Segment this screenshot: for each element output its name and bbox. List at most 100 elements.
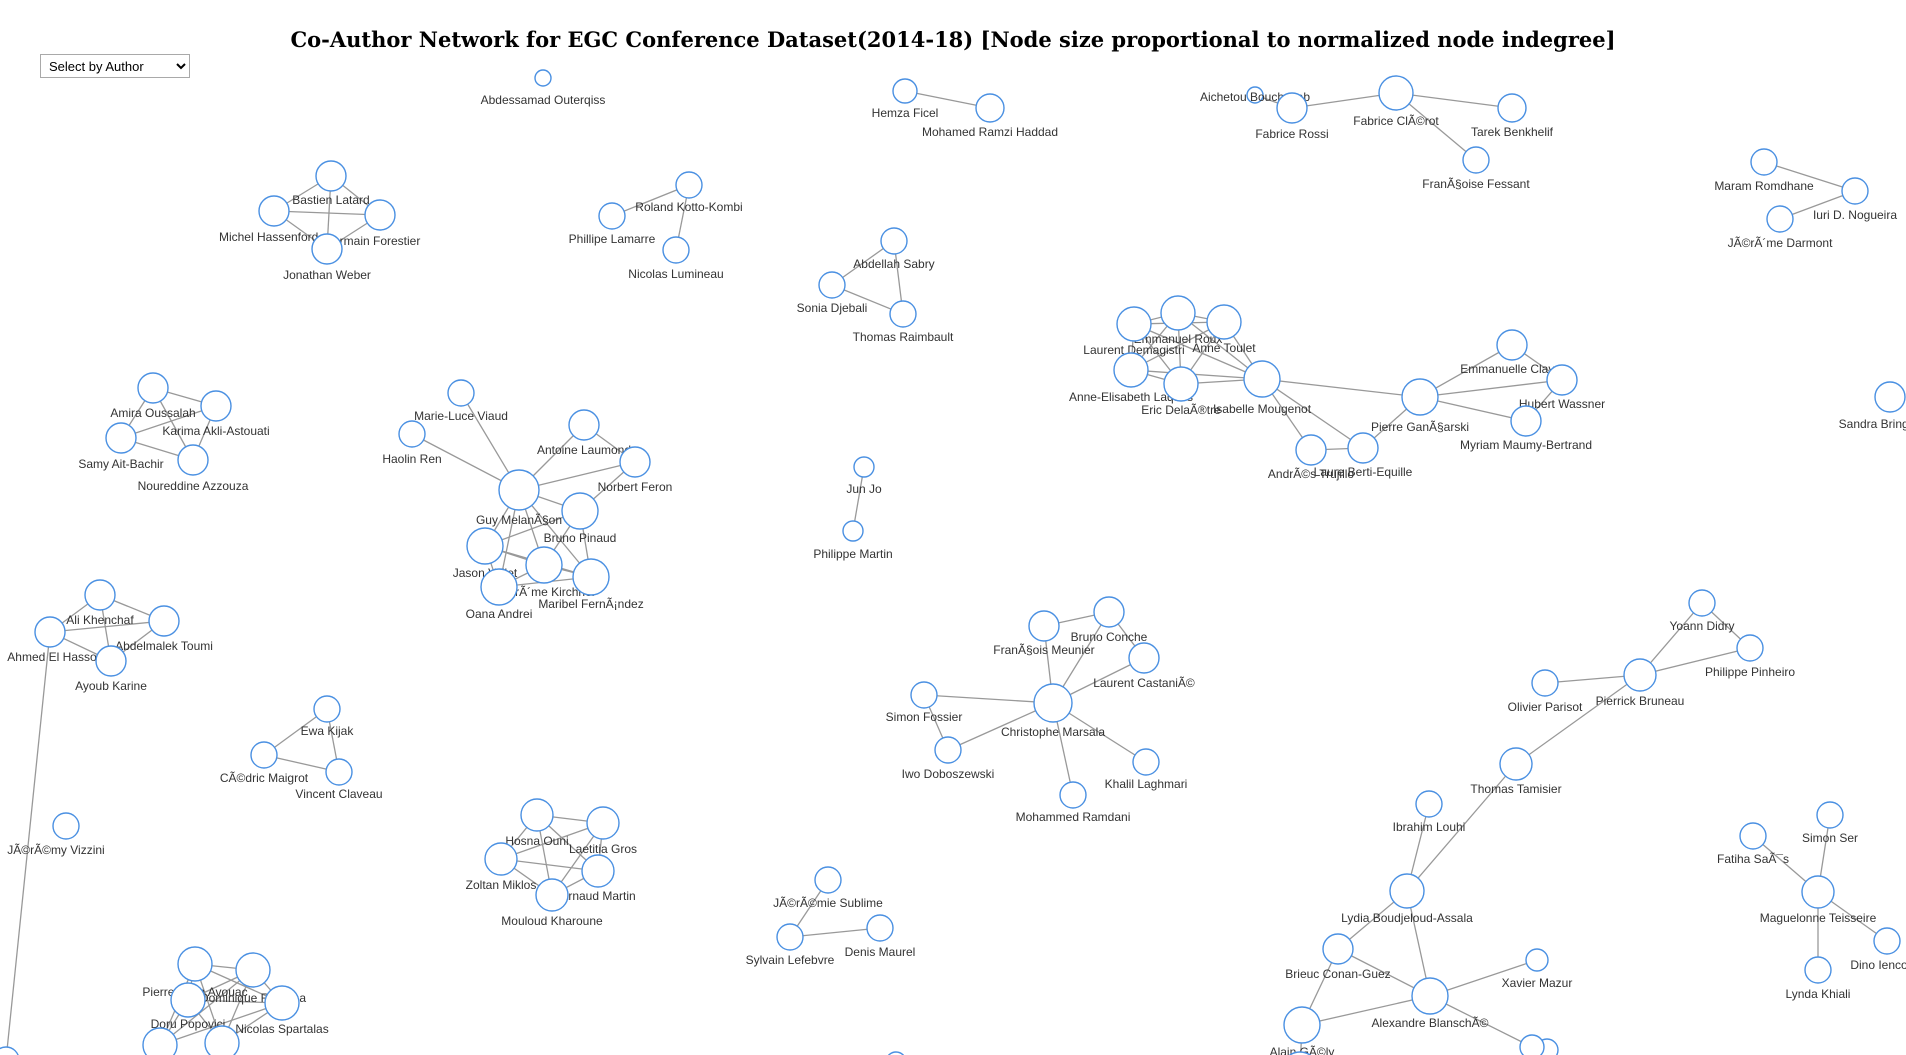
author-node[interactable]: Alain GÃ©ly — [1270, 1006, 1335, 1055]
author-node-circle[interactable] — [886, 1051, 906, 1055]
author-node[interactable]: Thomas Tamisier — [1470, 747, 1562, 796]
author-node-circle[interactable] — [0, 1046, 19, 1055]
author-node-circle[interactable] — [525, 546, 563, 584]
author-node-circle[interactable] — [889, 300, 917, 328]
author-node[interactable]: Thomas Raimbault — [853, 300, 954, 344]
author-node[interactable]: Antoine Laumond — [537, 409, 631, 457]
author-node-circle[interactable] — [581, 854, 615, 888]
author-node[interactable] — [1282, 1051, 1318, 1055]
author-node[interactable]: CÃ©dric Maigrot — [220, 741, 309, 785]
author-node-circle[interactable] — [325, 758, 353, 786]
author-node-circle[interactable] — [1028, 610, 1060, 642]
author-node[interactable]: Dino Ienco — [1850, 927, 1906, 972]
author-node[interactable]: Yoann Didry — [1670, 589, 1735, 633]
author-node-circle[interactable] — [148, 605, 180, 637]
author-node-circle[interactable] — [880, 227, 908, 255]
author-node-circle[interactable] — [1750, 148, 1778, 176]
author-node[interactable]: Ahmed El Hassouni — [7, 616, 113, 664]
author-node[interactable] — [886, 1051, 906, 1055]
author-node-circle[interactable] — [1874, 381, 1906, 413]
author-node[interactable]: FranÃ§ois Meunier — [993, 610, 1095, 657]
author-node-circle[interactable] — [258, 195, 290, 227]
author-node-circle[interactable] — [264, 985, 300, 1021]
author-node-circle[interactable] — [1132, 748, 1160, 776]
author-node[interactable]: Sonia Djebali — [797, 271, 868, 315]
author-node-circle[interactable] — [1163, 366, 1199, 402]
author-node[interactable]: Sandra Bringay — [1839, 381, 1906, 431]
author-node[interactable]: Xavier Mazur — [1502, 948, 1573, 990]
author-node-circle[interactable] — [1246, 86, 1264, 104]
author-node[interactable]: Oana Andrei — [466, 568, 533, 621]
author-node-circle[interactable] — [662, 236, 690, 264]
author-node-circle[interactable] — [842, 520, 864, 542]
author-node-circle[interactable] — [619, 446, 651, 478]
author-node-circle[interactable] — [535, 878, 569, 912]
author-node-circle[interactable] — [561, 492, 599, 530]
author-node[interactable]: Denis Maurel — [845, 914, 916, 959]
author-node-circle[interactable] — [142, 1027, 178, 1055]
author-node-circle[interactable] — [572, 558, 610, 596]
author-node[interactable]: Laure Berti-Equille — [1314, 432, 1413, 479]
author-node-circle[interactable] — [1531, 669, 1559, 697]
author-node[interactable]: Lynda Khiali — [1786, 956, 1851, 1001]
author-node[interactable]: Alexandre BlanschÃ© — [1372, 977, 1489, 1030]
author-node-circle[interactable] — [1873, 927, 1901, 955]
author-node[interactable]: Ali Khenchaf — [66, 579, 134, 627]
author-node[interactable]: Doru Popovici — [151, 982, 226, 1031]
author-node[interactable]: Fabrice Rossi — [1255, 92, 1329, 141]
author-node[interactable]: Mohammed Ramdani — [1016, 781, 1131, 824]
author-node-circle[interactable] — [892, 78, 918, 104]
author-select-dropdown[interactable]: Select by Author — [40, 54, 190, 78]
author-node[interactable]: Emmanuel Roux — [1134, 295, 1223, 346]
author-node[interactable] — [142, 1027, 178, 1055]
author-node-circle[interactable] — [84, 579, 116, 611]
author-node-circle[interactable] — [204, 1025, 240, 1055]
author-node-circle[interactable] — [398, 420, 426, 448]
author-node[interactable]: Jun Jo — [846, 456, 882, 496]
author-node[interactable]: Noureddine Azzouza — [138, 444, 249, 493]
author-node-circle[interactable] — [520, 798, 554, 832]
author-node-circle[interactable] — [1519, 1034, 1545, 1055]
author-node[interactable]: JÃ©rÃ´me Darmont — [1728, 205, 1834, 250]
author-node[interactable]: Germain Forestier — [324, 199, 421, 248]
author-node[interactable]: Roland Kotto-Kombi — [635, 171, 743, 214]
author-node[interactable]: Abdellah Sabry — [853, 227, 935, 271]
author-node[interactable]: Philippe Pinheiro — [1705, 634, 1795, 679]
author-node[interactable]: Bruno Conche — [1071, 596, 1148, 644]
author-node[interactable]: Emmanuelle Clavel — [1460, 329, 1564, 376]
author-node-circle[interactable] — [1033, 683, 1073, 723]
author-node[interactable]: Christophe Marsala — [1001, 683, 1105, 739]
author-node-circle[interactable] — [95, 645, 127, 677]
author-node-circle[interactable] — [200, 390, 232, 422]
author-node-circle[interactable] — [498, 469, 540, 511]
author-node[interactable]: Simon Fossier — [886, 681, 963, 724]
author-node-circle[interactable] — [364, 199, 396, 231]
author-node[interactable]: Ayoub Karine — [75, 645, 147, 693]
author-node[interactable]: Maram Romdhane — [1714, 148, 1814, 193]
author-node-circle[interactable] — [1243, 360, 1281, 398]
author-node[interactable]: Maguelonne Teisseire — [1760, 875, 1877, 925]
author-node-circle[interactable] — [484, 842, 518, 876]
author-node-circle[interactable] — [1510, 405, 1542, 437]
author-node-circle[interactable] — [250, 741, 278, 769]
author-node[interactable]: Michel Hassenforder — [219, 195, 329, 244]
author-node[interactable]: Philippe Martin — [813, 520, 893, 561]
author-node[interactable]: Brieuc Conan-Guez — [1285, 933, 1391, 981]
author-node-circle[interactable] — [1347, 432, 1379, 464]
author-node[interactable]: Hemza Ficel — [872, 78, 939, 120]
author-node[interactable]: FranÃ§oise Fessant — [1422, 146, 1530, 191]
author-node[interactable]: Pierre GanÃ§arski — [1371, 378, 1469, 434]
author-node-circle[interactable] — [447, 379, 475, 407]
author-node-circle[interactable] — [853, 456, 875, 478]
author-node-circle[interactable] — [598, 202, 626, 230]
author-node-circle[interactable] — [1378, 75, 1414, 111]
author-node[interactable]: Ibrahim Louhi — [1393, 790, 1466, 834]
author-node-circle[interactable] — [34, 616, 66, 648]
author-node[interactable] — [204, 1025, 240, 1055]
author-node-circle[interactable] — [1295, 434, 1327, 466]
author-node-circle[interactable] — [137, 372, 169, 404]
author-node[interactable]: Hubert Wassner — [1519, 364, 1605, 411]
author-node[interactable]: Anne Toulet — [1192, 304, 1256, 355]
author-node[interactable]: Isabelle Mougenot — [1213, 360, 1312, 416]
author-node-circle[interactable] — [1623, 658, 1657, 692]
